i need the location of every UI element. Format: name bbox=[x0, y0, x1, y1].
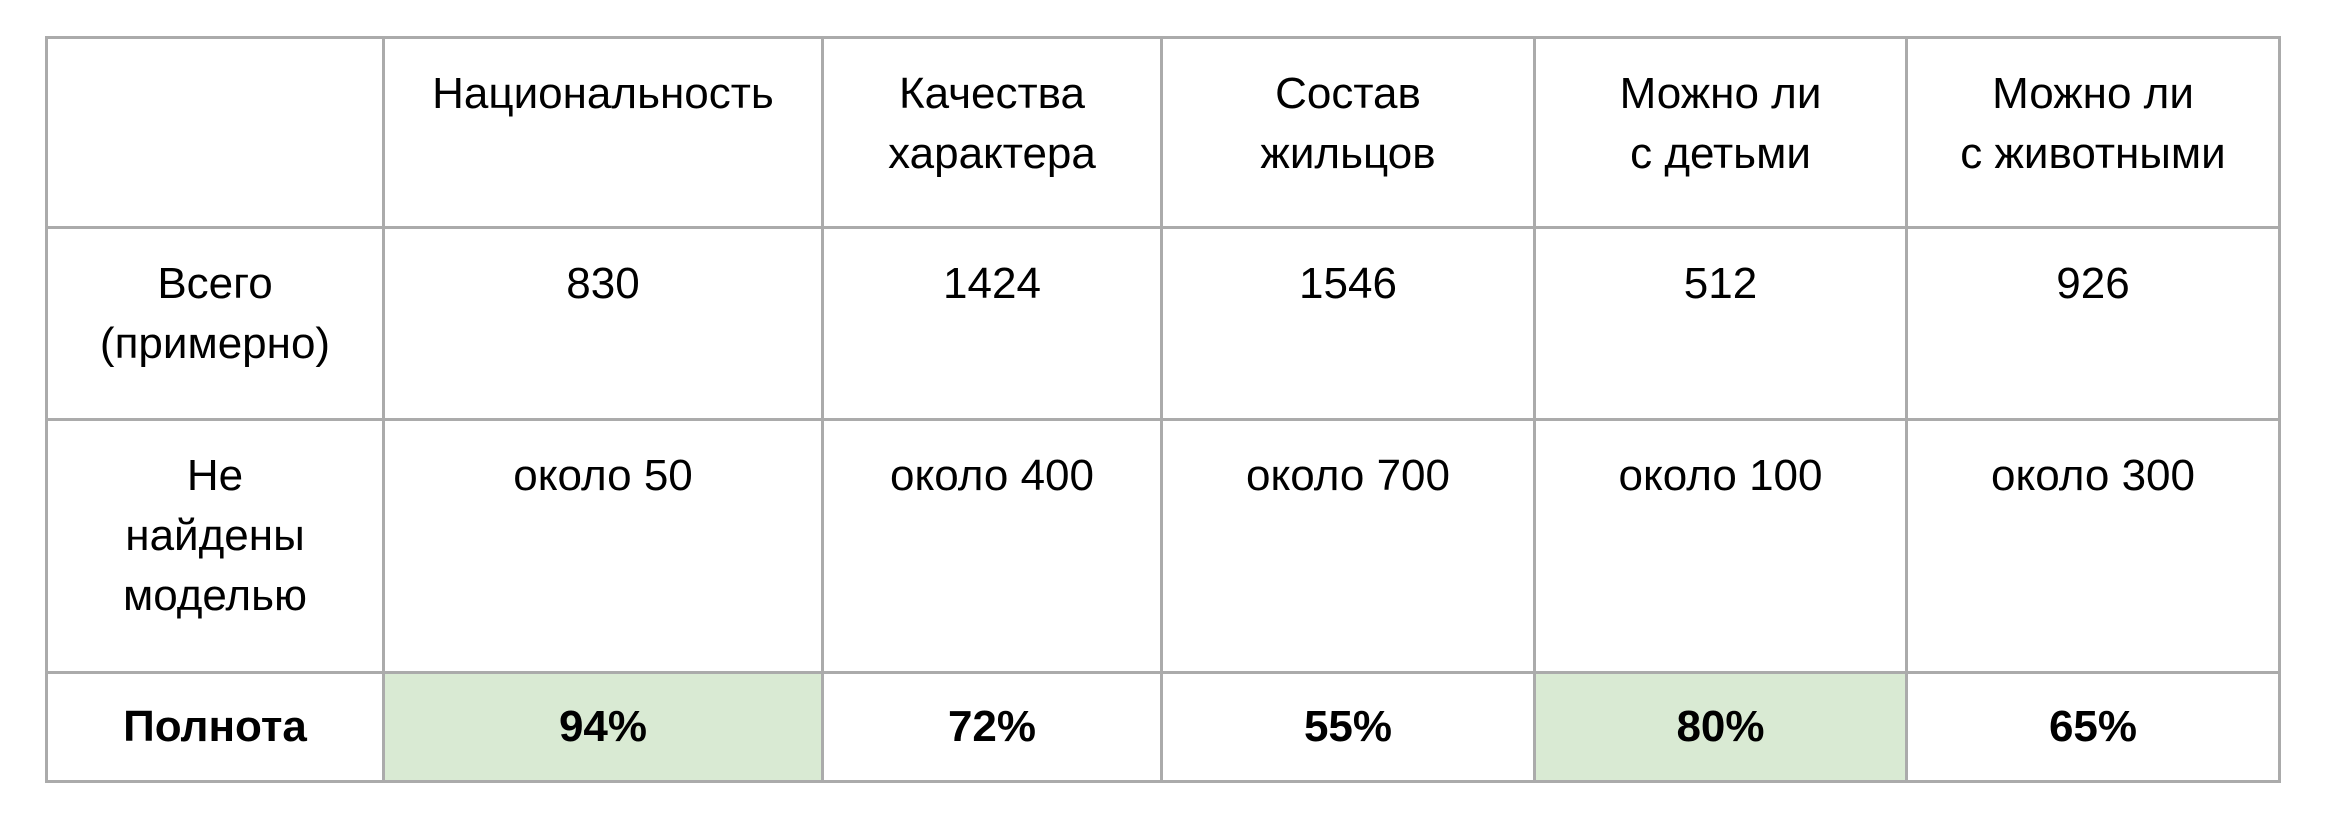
header-character: Качества характера bbox=[821, 36, 1163, 229]
header-nationality: Национальность bbox=[382, 36, 824, 229]
table-row-recall: Полнота 94% 72% 55% 80% 65% bbox=[45, 671, 2281, 783]
table-cell-highlighted: 94% bbox=[382, 671, 824, 783]
row-label: Полнота bbox=[45, 671, 385, 783]
table-cell: 65% bbox=[1905, 671, 2281, 783]
table-cell: 55% bbox=[1160, 671, 1536, 783]
row-label: Не найдены моделью bbox=[45, 418, 385, 674]
header-residents: Состав жильцов bbox=[1160, 36, 1536, 229]
table-cell: 830 bbox=[382, 226, 824, 421]
table-cell: около 700 bbox=[1160, 418, 1536, 674]
table-cell: 512 bbox=[1533, 226, 1908, 421]
header-pets: Можно ли с животными bbox=[1905, 36, 2281, 229]
table-cell: 72% bbox=[821, 671, 1163, 783]
table-row-not-found: Не найдены моделью около 50 около 400 ок… bbox=[45, 418, 2281, 674]
header-row: Национальность Качества характера Состав… bbox=[45, 36, 2281, 229]
table-cell: около 50 bbox=[382, 418, 824, 674]
table-cell: 926 bbox=[1905, 226, 2281, 421]
table-cell: около 100 bbox=[1533, 418, 1908, 674]
recall-table: Национальность Качества характера Состав… bbox=[45, 36, 2281, 783]
table-row-total: Всего (примерно) 830 1424 1546 512 926 bbox=[45, 226, 2281, 421]
header-corner bbox=[45, 36, 385, 229]
table-cell: около 400 bbox=[821, 418, 1163, 674]
table-cell: 1424 bbox=[821, 226, 1163, 421]
header-children: Можно ли с детьми bbox=[1533, 36, 1908, 229]
row-label: Всего (примерно) bbox=[45, 226, 385, 421]
table-cell: 1546 bbox=[1160, 226, 1536, 421]
table-cell-highlighted: 80% bbox=[1533, 671, 1908, 783]
table-cell: около 300 bbox=[1905, 418, 2281, 674]
